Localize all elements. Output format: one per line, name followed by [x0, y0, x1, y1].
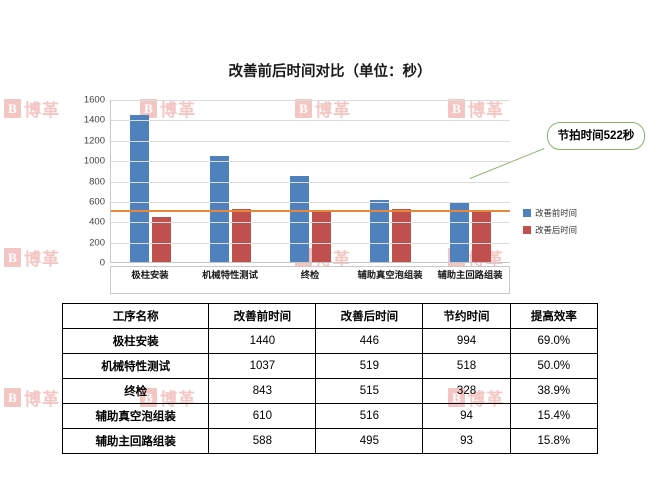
y-axis-tick: 200: [89, 237, 105, 249]
table-cell: 机械特性测试: [61, 353, 210, 379]
legend-label: 改善后时间: [535, 225, 577, 235]
table-body: 极柱安装 1440 446 994 69.0% 机械特性测试 1037 519 518 50.0%…: [61, 328, 599, 454]
bar-before: [369, 199, 389, 262]
takt-callout: 节拍时间522秒: [547, 122, 645, 150]
chart-title: 改善前后时间对比（单位：秒）: [228, 64, 432, 80]
table-header-cell: 工序名称: [61, 303, 210, 329]
grid-line: [111, 201, 510, 203]
table-row: 机械特性测试 1037 519 518 50.0%: [61, 353, 599, 379]
table-header-cell: 提高效率: [509, 303, 599, 329]
table-cell: 50.0%: [509, 353, 599, 379]
table-cell: 15.8%: [509, 428, 599, 454]
table-cell: 终检: [61, 378, 210, 404]
bar-after: [311, 209, 331, 262]
legend-swatch-icon: [523, 226, 532, 234]
table-cell: 519: [315, 353, 424, 379]
table-cell: 516: [315, 403, 424, 429]
bar-chart: 0 200 400 600 800 1000 1200 1400 1600 极柱安装 机械特性测试…: [60, 95, 605, 294]
table-cell: 994: [422, 328, 511, 354]
takt-reference-line: [111, 209, 510, 212]
watermark: B 博革: [4, 96, 60, 121]
x-axis-category-label: 终检: [300, 270, 320, 280]
y-axis-tick: 1600: [83, 94, 105, 106]
grid-line: [111, 222, 510, 224]
bar-group: [430, 100, 510, 262]
grid-line: [111, 161, 510, 163]
legend-label: 改善前时间: [535, 208, 577, 218]
table-header-cell: 改善前时间: [208, 303, 317, 329]
comparison-table: 工序名称 改善前时间 改善后时间 节约时间 提高效率 极柱安装 1440 446 994 69.…: [61, 303, 599, 454]
watermark-logo-icon: B: [4, 248, 21, 267]
y-axis-tick: 1400: [83, 114, 105, 126]
x-axis-category-label: 极柱安装: [131, 270, 169, 280]
table-cell: 94: [422, 403, 511, 429]
bar-before: [449, 202, 469, 262]
bar-after: [152, 216, 172, 262]
bar-group: [111, 100, 191, 262]
table-cell: 辅助主回路组装: [61, 428, 210, 454]
watermark-text: 博革: [24, 101, 60, 121]
bar-after: [232, 209, 252, 262]
watermark-logo-icon: B: [4, 99, 21, 118]
bar-after: [391, 209, 411, 262]
table-cell: 辅助真空泡组装: [61, 403, 210, 429]
table-cell: 69.0%: [509, 328, 599, 354]
table-cell: 446: [315, 328, 424, 354]
table-cell: 518: [422, 353, 511, 379]
grid-line: [111, 242, 510, 244]
table-cell: 610: [208, 403, 317, 429]
table-cell: 1037: [208, 353, 317, 379]
table-header-cell: 节约时间: [422, 303, 511, 329]
x-axis-labels: 极柱安装 机械特性测试 终检 辅助真空泡组装 辅助主回路组装: [110, 268, 510, 283]
table-row: 极柱安装 1440 446 994 69.0%: [61, 328, 599, 354]
y-axis-tick: 1200: [83, 135, 105, 147]
bar-before: [289, 176, 309, 262]
watermark-text: 博革: [24, 250, 60, 270]
table-cell: 15.4%: [509, 403, 599, 429]
y-axis-tick: 1000: [83, 155, 105, 167]
y-axis-tick: 800: [89, 176, 105, 187]
table-cell: 38.9%: [509, 378, 599, 404]
legend-item: 改善后时间: [523, 224, 577, 236]
table-cell: 93: [422, 428, 511, 454]
table-row: 辅助主回路组装 588 495 93 15.8%: [61, 428, 599, 454]
table-cell: 495: [315, 428, 424, 454]
legend-swatch-icon: [523, 209, 532, 217]
table-header-cell: 改善后时间: [315, 303, 424, 329]
watermark-logo-icon: B: [4, 388, 21, 407]
grid-line: [111, 181, 510, 183]
table-row: 终检 843 515 328 38.9%: [61, 378, 599, 404]
grid-line: [111, 120, 510, 122]
x-axis-category-label: 机械特性测试: [202, 270, 258, 280]
table-cell: 588: [208, 428, 317, 454]
y-axis-tick: 400: [89, 216, 105, 228]
table-cell: 328: [422, 378, 511, 404]
table-cell: 843: [208, 378, 317, 404]
table-cell: 1440: [208, 328, 317, 354]
x-axis-label-box: [110, 266, 510, 294]
bar-before: [130, 115, 150, 262]
legend-item: 改善前时间: [523, 207, 577, 219]
chart-legend: 改善前时间改善后时间: [523, 207, 577, 241]
y-axis-tick: 0: [99, 257, 105, 269]
watermark: B 博革: [4, 385, 60, 410]
x-axis-category-label: 辅助真空泡组装: [357, 270, 423, 280]
table-row: 辅助真空泡组装 610 516 94 15.4%: [61, 403, 599, 429]
table-cell: 极柱安装: [61, 328, 210, 354]
grid-line: [111, 140, 510, 142]
table-cell: 515: [315, 378, 424, 404]
watermark: B 博革: [4, 245, 60, 270]
table-header-row: 工序名称 改善前时间 改善后时间 节约时间 提高效率: [61, 303, 599, 329]
grid-line: [111, 100, 510, 101]
bar-after: [471, 211, 491, 262]
chart-plot-area: 0 200 400 600 800 1000 1200 1400 1600: [84, 95, 510, 269]
bar-before: [210, 156, 230, 262]
y-axis-tick: 600: [89, 196, 105, 208]
x-axis-category-label: 辅助主回路组装: [437, 270, 503, 280]
watermark-text: 博革: [24, 390, 60, 410]
